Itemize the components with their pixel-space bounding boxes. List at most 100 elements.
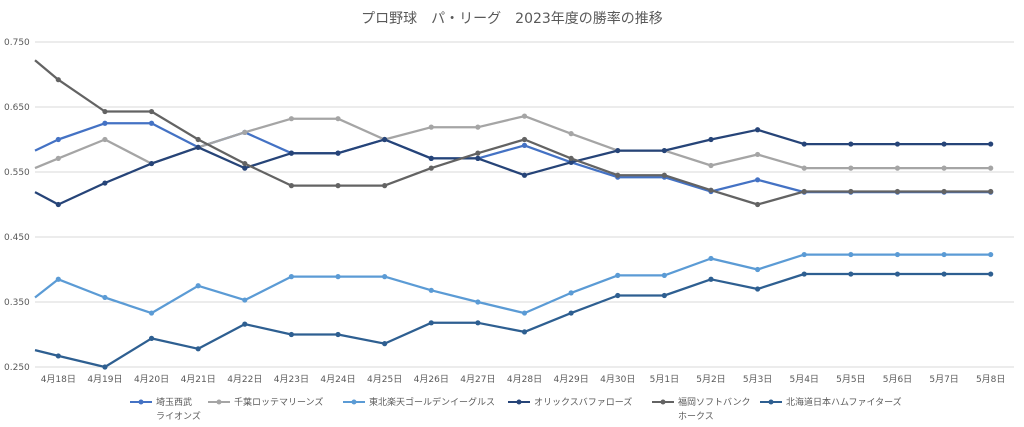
data-point	[148, 310, 155, 316]
x-tick-label: 5月7日	[929, 374, 958, 385]
data-point	[988, 271, 994, 277]
legend-label: オリックスバファローズ	[534, 396, 632, 408]
data-point	[428, 320, 434, 326]
legend-label: 東北楽天ゴールデンイーグルス	[369, 396, 495, 408]
series-line	[34, 253, 991, 315]
x-tick-label: 4月19日	[87, 374, 122, 385]
data-point	[521, 142, 528, 148]
data-point	[242, 297, 248, 303]
data-point	[801, 271, 807, 277]
data-point	[941, 271, 947, 277]
x-tick-label: 4月30日	[600, 374, 635, 385]
data-point	[242, 321, 248, 327]
x-tick-label: 5月1日	[650, 374, 679, 385]
data-point	[148, 120, 155, 126]
data-point	[988, 141, 994, 147]
data-point	[661, 292, 667, 299]
y-tick-label: 0.450	[4, 233, 30, 243]
x-tick-label: 4月21日	[181, 374, 216, 385]
legend-marker	[216, 399, 222, 405]
data-point	[521, 113, 528, 119]
data-point	[801, 251, 807, 258]
data-point	[148, 160, 155, 167]
data-point	[988, 251, 994, 258]
data-point	[754, 201, 761, 208]
x-tick-label: 4月26日	[414, 374, 449, 385]
data-point	[848, 165, 854, 171]
series-0	[34, 120, 994, 195]
data-point	[894, 188, 901, 195]
data-point	[801, 188, 807, 195]
data-point	[475, 320, 481, 326]
data-point	[382, 341, 388, 347]
data-point	[195, 346, 201, 352]
data-point	[708, 136, 714, 143]
data-point	[242, 160, 248, 167]
data-point	[615, 292, 621, 299]
x-tick-label: 5月4日	[789, 374, 818, 385]
data-point	[475, 124, 481, 130]
series-4	[34, 59, 994, 208]
data-point	[102, 180, 108, 186]
data-point	[894, 141, 901, 147]
data-point	[428, 124, 434, 130]
data-point	[568, 159, 574, 165]
data-point	[708, 162, 714, 169]
data-point	[475, 299, 481, 305]
data-point	[428, 155, 434, 161]
x-tick-label: 4月27日	[460, 374, 495, 385]
chart-title: プロ野球 パ・リーグ 2023年度の勝率の推移	[361, 10, 663, 27]
data-point	[55, 136, 61, 143]
data-point	[568, 155, 574, 161]
data-point	[708, 255, 714, 262]
data-point	[335, 331, 341, 338]
data-point	[941, 141, 947, 147]
y-tick-label: 0.650	[4, 103, 30, 113]
data-point	[335, 150, 341, 156]
data-point	[102, 294, 108, 301]
data-point	[708, 276, 714, 282]
data-point	[988, 165, 994, 171]
legend-marker	[768, 399, 774, 405]
data-point	[102, 364, 108, 370]
x-tick-label: 4月25日	[367, 374, 402, 385]
data-point	[894, 251, 901, 258]
x-tick-label: 5月8日	[976, 374, 1005, 385]
data-point	[148, 335, 155, 341]
legend-label: 北海道日本ハムファイターズ	[786, 396, 902, 408]
data-point	[754, 127, 761, 133]
data-point	[708, 187, 714, 193]
x-tick-label: 4月24日	[320, 374, 355, 385]
data-point	[894, 271, 901, 277]
data-point	[288, 274, 295, 280]
data-point	[894, 165, 901, 171]
x-tick-label: 4月20日	[134, 374, 169, 385]
data-point	[102, 108, 108, 115]
x-tick-label: 5月5日	[836, 374, 865, 385]
data-point	[521, 136, 528, 143]
data-point	[428, 287, 434, 293]
data-point	[848, 141, 854, 147]
x-tick-label: 5月2日	[696, 374, 725, 385]
data-point	[521, 329, 528, 335]
legend-item: 東北楽天ゴールデンイーグルス	[343, 396, 495, 408]
x-tick-label: 4月23日	[274, 374, 309, 385]
series-line	[34, 122, 991, 194]
legend-label: 埼玉西武	[156, 396, 192, 408]
data-point	[148, 108, 155, 115]
x-tick-label: 4月28日	[507, 374, 542, 385]
x-tick-label: 5月6日	[883, 374, 912, 385]
x-tick-label: 4月29日	[554, 374, 589, 385]
y-tick-label: 0.350	[4, 298, 30, 308]
data-point	[801, 165, 807, 171]
x-axis-ticks: 4月18日 4月19日 4月20日 4月21日 4月22日 4月23日 4月24日 4月25日…	[41, 374, 1006, 385]
data-point	[848, 271, 854, 277]
data-point	[382, 274, 388, 280]
legend-label: 千葉ロッテマリーンズ	[234, 396, 323, 408]
legend-item: 千葉ロッテマリーンズ	[208, 396, 323, 408]
data-point	[754, 266, 761, 273]
series-5	[34, 271, 994, 370]
data-point	[661, 147, 667, 154]
